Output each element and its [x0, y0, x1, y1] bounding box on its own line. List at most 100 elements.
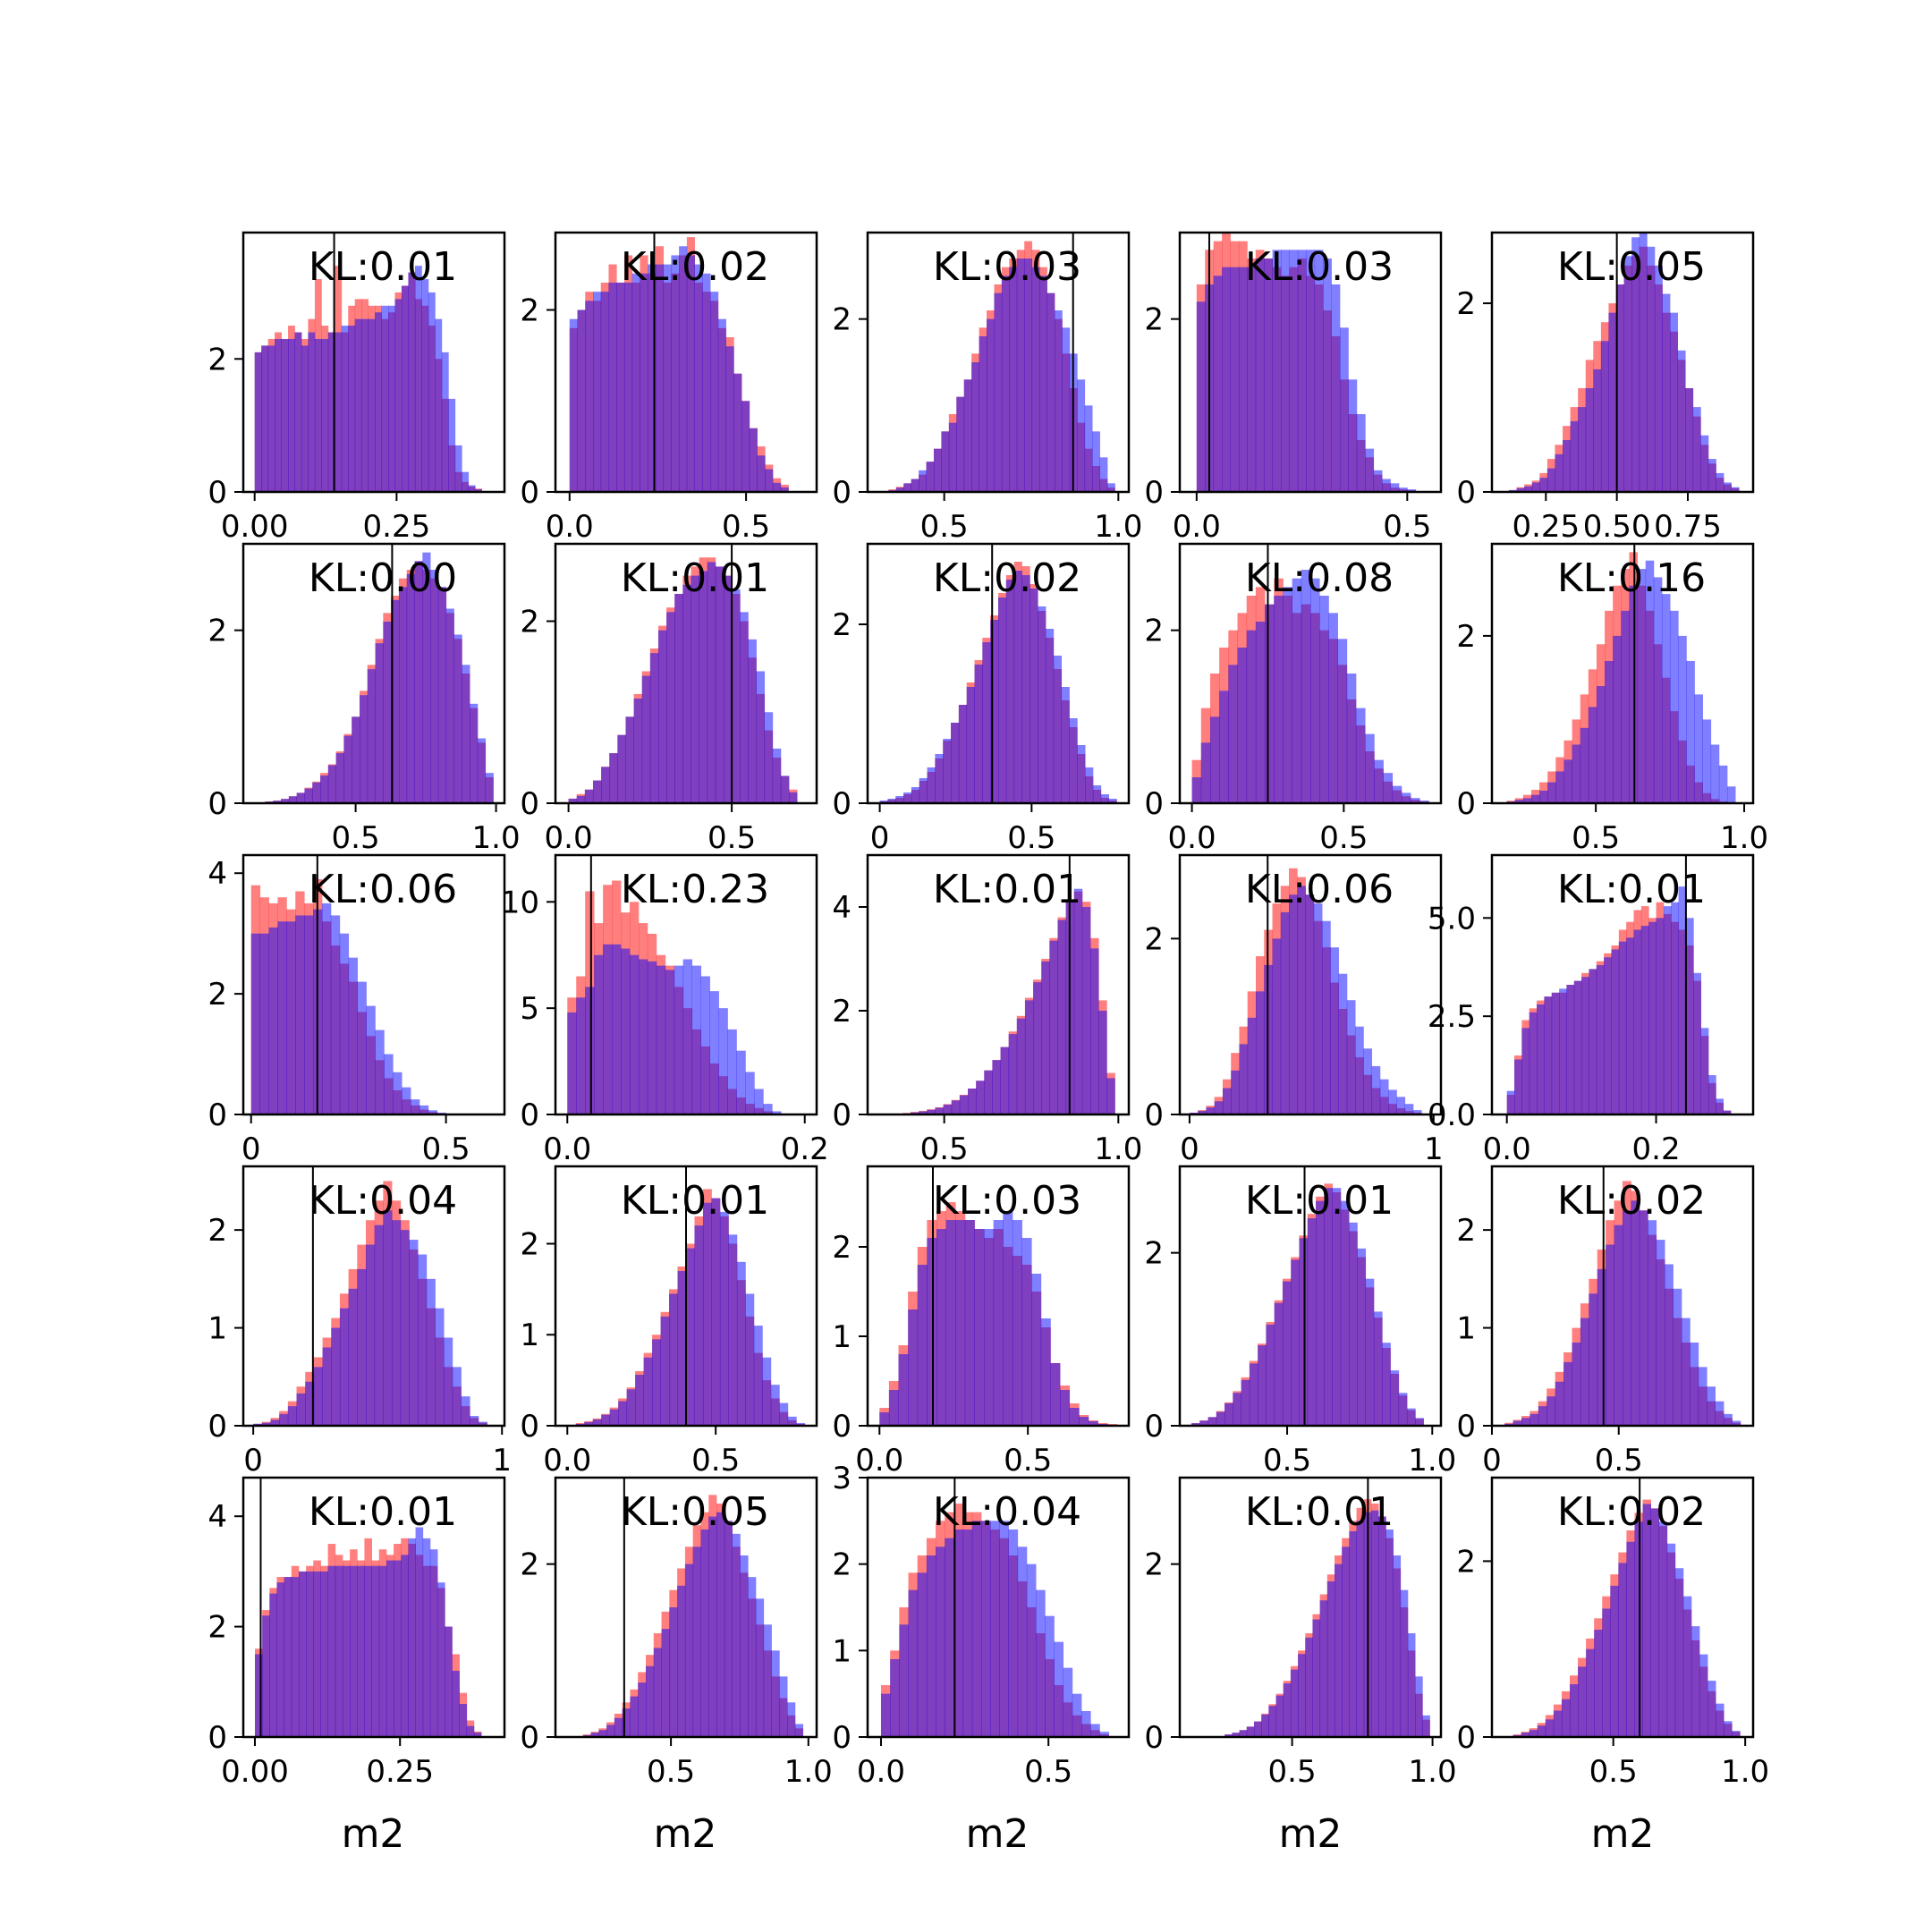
- y-tick-label: 1: [1456, 1311, 1476, 1347]
- y-tick-label: 2: [1456, 619, 1476, 655]
- blue-histogram-bar: [733, 373, 742, 492]
- blue-histogram-bar: [1723, 482, 1732, 492]
- blue-histogram-bar: [974, 665, 983, 803]
- kl-annotation: KL:0.16: [1557, 555, 1706, 601]
- blue-histogram-bar: [1365, 448, 1375, 492]
- blue-histogram-bar: [732, 589, 741, 803]
- blue-histogram-bar: [990, 620, 999, 803]
- blue-histogram-bar: [1563, 759, 1572, 803]
- blue-histogram-bar: [919, 1111, 928, 1114]
- histogram-panel: 0.5 1.0 0 2 KL:0.00: [208, 542, 521, 856]
- blue-histogram-bar: [392, 1220, 402, 1426]
- blue-histogram-bar: [428, 1110, 438, 1114]
- blue-histogram-bar: [1698, 1367, 1707, 1426]
- y-tick-label: 4: [208, 1499, 227, 1535]
- kl-annotation: KL:0.01: [309, 244, 457, 290]
- blue-histogram-bar: [625, 716, 635, 803]
- y-tick-label: 2: [208, 1213, 227, 1249]
- y-tick-label: 2: [832, 1547, 852, 1583]
- blue-histogram-bar: [441, 352, 449, 492]
- blue-histogram-bar: [626, 1389, 636, 1426]
- blue-histogram-bar: [1291, 1259, 1300, 1426]
- blue-histogram-bar: [1196, 301, 1206, 492]
- blue-histogram-bar: [656, 965, 666, 1114]
- axes-frame: [1178, 1476, 1443, 1739]
- blue-histogram-bar: [1080, 1711, 1091, 1737]
- blue-histogram-bar: [1371, 1065, 1381, 1114]
- blue-histogram-bar: [926, 462, 935, 492]
- blue-histogram-bar: [1531, 482, 1540, 492]
- blue-histogram-bar: [1231, 1070, 1240, 1114]
- blue-histogram-bar: [1237, 648, 1248, 803]
- blue-histogram-bar: [335, 752, 344, 803]
- blue-histogram-bar: [653, 1648, 662, 1737]
- blue-histogram-bar: [375, 312, 382, 492]
- x-tick-label: 0.5: [1383, 509, 1431, 545]
- blue-histogram-bar: [962, 1530, 973, 1737]
- blue-histogram-bar: [1000, 1046, 1010, 1114]
- blue-histogram-bar: [1100, 794, 1109, 803]
- x-tick-label: 1: [492, 1443, 512, 1479]
- blue-histogram-bar: [1388, 1089, 1397, 1114]
- blue-histogram-bar: [1581, 977, 1589, 1114]
- blue-histogram-bar: [1631, 1200, 1640, 1426]
- blue-histogram-bar: [415, 1527, 424, 1737]
- plot-area: [879, 544, 1117, 803]
- blue-histogram-bar: [1330, 947, 1339, 1114]
- x-tick-label: 0.0: [545, 820, 593, 856]
- blue-histogram-bar: [1514, 1059, 1522, 1114]
- blue-histogram-bar: [339, 1308, 350, 1426]
- blue-histogram-bar: [1653, 577, 1663, 803]
- blue-histogram-bar: [1415, 1676, 1423, 1737]
- blue-histogram-bar: [1678, 886, 1687, 1114]
- blue-histogram-bar: [987, 318, 995, 492]
- blue-histogram-bar: [428, 292, 436, 492]
- blue-histogram-bar: [1036, 1589, 1046, 1737]
- blue-histogram-bar: [710, 292, 719, 492]
- blue-histogram-bar: [1642, 1504, 1651, 1737]
- blue-histogram-bar: [1206, 1107, 1216, 1114]
- blue-histogram-bar: [888, 1390, 899, 1426]
- blue-histogram-bar: [945, 1220, 956, 1426]
- blue-histogram-bar: [1060, 1390, 1071, 1426]
- blue-histogram-bar: [1090, 1724, 1100, 1737]
- blue-histogram-bar: [638, 1682, 647, 1737]
- kl-annotation: KL:0.03: [933, 1178, 1081, 1224]
- x-tick-label: 0.5: [1007, 820, 1055, 856]
- blue-histogram-bar: [1585, 388, 1594, 492]
- blue-histogram-bar: [1328, 613, 1338, 803]
- blue-histogram-bar: [330, 915, 341, 1114]
- blue-histogram-bar: [1349, 1222, 1358, 1426]
- blue-histogram-bar: [454, 445, 462, 492]
- blue-histogram-bar: [657, 630, 667, 803]
- blue-histogram-bar: [1563, 1361, 1572, 1426]
- plot-area: [567, 855, 782, 1114]
- y-tick-label: 2: [832, 994, 852, 1030]
- blue-histogram-bar: [262, 1615, 270, 1737]
- histogram-panel: 0.0 0.2 0.0 2.5 5.0 KL:0.01: [1428, 853, 1755, 1167]
- blue-histogram-bar: [1099, 1732, 1109, 1737]
- blue-histogram-bar: [780, 775, 790, 803]
- y-tick-label: 1: [832, 1319, 852, 1355]
- blue-histogram-bar: [1610, 1585, 1619, 1737]
- y-tick-label: 0: [1144, 1720, 1164, 1756]
- blue-histogram-bar: [250, 933, 261, 1114]
- y-tick-label: 2: [832, 607, 852, 643]
- blue-histogram-bar: [745, 1293, 755, 1426]
- y-tick-label: 0: [1456, 1409, 1476, 1445]
- blue-histogram-bar: [974, 1229, 985, 1426]
- blue-histogram-bar: [1578, 407, 1587, 492]
- blue-histogram-bar: [1702, 719, 1712, 803]
- axes-frame: [554, 231, 818, 494]
- x-tick-label: 0.2: [1632, 1131, 1681, 1167]
- blue-histogram-bar: [631, 273, 640, 492]
- blue-histogram-bar: [895, 487, 904, 492]
- blue-histogram-bar: [1012, 1220, 1022, 1426]
- blue-histogram-bar: [1365, 1278, 1375, 1426]
- blue-histogram-bar: [1586, 1648, 1595, 1737]
- blue-histogram-bar: [724, 1521, 733, 1737]
- blue-histogram-bar: [1566, 985, 1575, 1114]
- blue-histogram-bar: [470, 703, 479, 803]
- blue-histogram-bar: [301, 345, 309, 492]
- y-tick-label: 4: [832, 890, 852, 926]
